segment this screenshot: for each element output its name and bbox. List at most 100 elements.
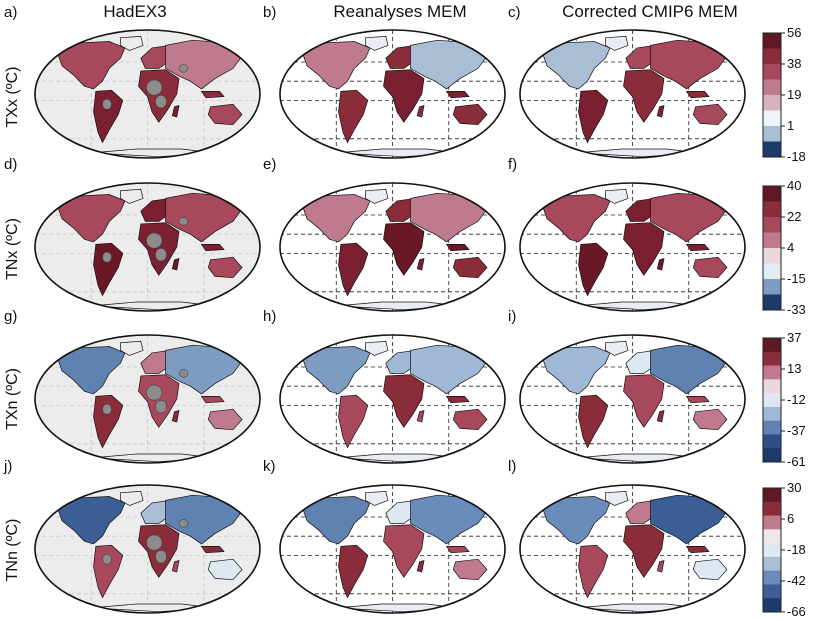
missing-data-patch xyxy=(178,217,189,226)
column-title-reanalyses: Reanalyses MEM xyxy=(333,2,467,21)
map-panel-h xyxy=(279,334,506,464)
continent-northAmerica xyxy=(57,496,126,545)
map-border xyxy=(34,334,261,464)
colorbar-tick-label: -37 xyxy=(787,423,806,438)
missing-data-patch xyxy=(102,98,112,110)
colorbar-2 xyxy=(762,185,785,311)
continent-indonesia xyxy=(445,396,470,404)
map-border xyxy=(279,334,506,464)
colorbar-segment xyxy=(763,584,781,599)
panel-label-d: d) xyxy=(4,156,18,173)
missing-data-patch xyxy=(146,384,163,401)
continent-madagascar xyxy=(656,410,665,423)
continent-northAmerica xyxy=(542,496,611,545)
colorbar-tick-label: -12 xyxy=(787,392,806,407)
map-panel-f xyxy=(519,182,746,312)
missing-data-patch xyxy=(146,534,163,551)
missing-data-patch xyxy=(178,369,189,378)
map-border xyxy=(34,29,261,159)
continent-northAmerica xyxy=(542,346,611,395)
column-title-hadex3: HadEX3 xyxy=(103,2,167,21)
map-panel-i xyxy=(519,334,746,464)
missing-data-patch xyxy=(155,400,167,414)
colorbar-segment xyxy=(763,448,781,463)
continent-madagascar xyxy=(171,105,180,118)
map-panel-e xyxy=(279,182,506,312)
colorbar-tick-label: -15 xyxy=(787,271,806,286)
colorbar-segment xyxy=(763,79,781,96)
colorbar-tick-label: 30 xyxy=(787,480,802,495)
continent-africa xyxy=(623,524,665,578)
map-panel-b xyxy=(279,29,506,159)
colorbar-tick-label: 4 xyxy=(787,240,795,255)
continent-africa xyxy=(623,222,665,276)
colorbar-segment xyxy=(763,488,781,503)
colorbar-segment xyxy=(763,351,781,367)
continent-southAmerica xyxy=(578,242,609,297)
continent-madagascar xyxy=(656,560,665,573)
continent-africa xyxy=(383,524,425,578)
missing-data-patch xyxy=(178,64,189,73)
continent-indonesia xyxy=(200,546,225,554)
colorbar-segment xyxy=(763,263,781,280)
continent-australia xyxy=(207,558,243,581)
continent-madagascar xyxy=(656,105,665,118)
continent-northAmerica xyxy=(302,194,371,243)
map-border xyxy=(519,182,746,312)
colorbar-segment xyxy=(763,201,781,218)
colorbar-segment xyxy=(763,598,781,613)
continent-greenland xyxy=(120,189,144,204)
continent-madagascar xyxy=(416,105,425,118)
continent-northAmerica xyxy=(542,41,611,90)
continent-indonesia xyxy=(200,91,225,99)
continent-indonesia xyxy=(685,91,710,99)
continent-madagascar xyxy=(171,560,180,573)
missing-data-patch xyxy=(155,95,167,109)
panel-label-c: c) xyxy=(508,4,521,21)
colorbar-segment xyxy=(763,279,781,295)
map-border xyxy=(279,484,506,614)
continent-madagascar xyxy=(416,258,425,271)
continent-indonesia xyxy=(685,244,710,252)
missing-data-patch xyxy=(102,403,112,415)
colorbar-segment xyxy=(763,95,781,111)
colorbar-segment xyxy=(763,64,781,80)
continent-southAmerica xyxy=(338,89,369,144)
map-panel-a xyxy=(34,29,261,159)
colorbar-tick-label: 6 xyxy=(787,511,795,526)
continent-southAmerica xyxy=(338,544,369,599)
map-panel-k xyxy=(279,484,506,614)
colorbar-tick-label: 56 xyxy=(787,25,802,40)
continent-africa xyxy=(383,374,425,428)
continent-greenland xyxy=(605,341,629,356)
continent-southAmerica xyxy=(578,544,609,599)
continent-greenland xyxy=(605,36,629,51)
panel-label-g: g) xyxy=(4,308,18,325)
colorbar-segment xyxy=(763,515,781,530)
continent-northAmerica xyxy=(57,346,126,395)
panel-label-j: j) xyxy=(4,458,13,475)
panel-label-a: a) xyxy=(4,4,18,21)
continent-madagascar xyxy=(171,258,180,271)
panel-label-i: i) xyxy=(508,308,517,325)
continent-northAmerica xyxy=(57,194,126,243)
map-border xyxy=(279,29,506,159)
missing-data-patch xyxy=(146,232,163,249)
continent-greenland xyxy=(365,36,389,51)
missing-data-patch xyxy=(155,550,167,564)
colorbar-tick-label: -66 xyxy=(787,604,806,619)
continent-greenland xyxy=(365,491,389,506)
colorbar-3 xyxy=(762,337,785,463)
colorbar-segment xyxy=(763,33,781,49)
continent-greenland xyxy=(605,491,629,506)
continent-australia xyxy=(452,558,488,581)
colorbar-segment xyxy=(763,420,781,435)
colorbar-segment xyxy=(763,294,781,311)
colorbar-segment xyxy=(763,406,781,422)
colorbar-tick-label: 38 xyxy=(787,56,802,71)
map-border xyxy=(519,334,746,464)
continent-greenland xyxy=(365,341,389,356)
continent-southAmerica xyxy=(578,394,609,449)
continent-northAmerica xyxy=(57,41,126,90)
